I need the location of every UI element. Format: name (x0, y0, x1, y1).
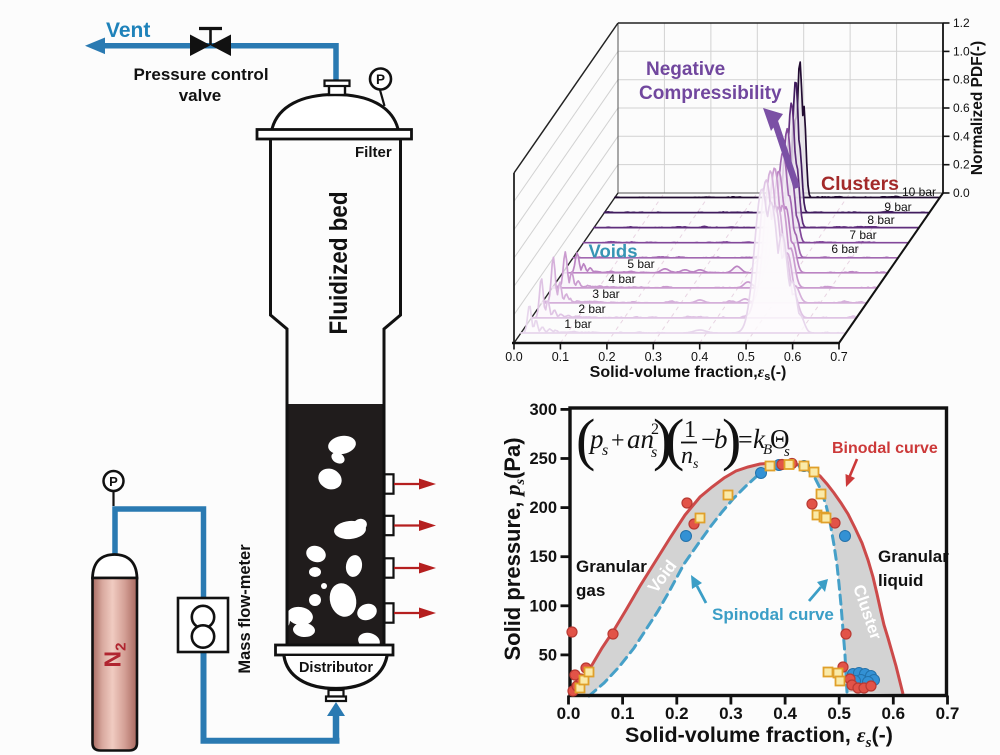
svg-text:n: n (681, 443, 693, 469)
svg-text:=: = (738, 425, 753, 454)
svg-text:0.6: 0.6 (784, 350, 801, 364)
svg-text:): ) (722, 407, 741, 472)
svg-text:1 bar: 1 bar (564, 317, 591, 331)
svg-text:3 bar: 3 bar (592, 287, 619, 301)
svg-text:(: ( (665, 407, 684, 472)
svg-text:1.2: 1.2 (953, 16, 970, 30)
svg-text:0.0: 0.0 (557, 704, 581, 723)
svg-text:p: p (588, 424, 604, 454)
svg-text:s: s (602, 442, 608, 459)
svg-text:Negative: Negative (646, 59, 725, 80)
svg-text:k: k (753, 424, 766, 454)
svg-text:6 bar: 6 bar (831, 242, 858, 256)
svg-text:2: 2 (651, 421, 659, 438)
svg-text:Binodal curve: Binodal curve (832, 440, 938, 457)
svg-text:300: 300 (529, 401, 557, 419)
svg-text:(: ( (576, 407, 595, 472)
svg-text:valve: valve (179, 86, 222, 105)
svg-text:Θ: Θ (770, 424, 790, 454)
svg-text:0.7: 0.7 (830, 350, 847, 364)
svg-text:7 bar: 7 bar (849, 228, 876, 242)
svg-text:Filter: Filter (355, 144, 392, 161)
svg-text:Vent: Vent (106, 19, 150, 42)
svg-text:P: P (376, 72, 385, 87)
svg-text:an: an (627, 424, 654, 454)
svg-text:1: 1 (684, 417, 696, 443)
svg-text:0.5: 0.5 (737, 350, 754, 364)
svg-text:Solid pressure, ps(Pa): Solid pressure, ps(Pa) (500, 437, 528, 660)
svg-text:0.1: 0.1 (611, 704, 635, 723)
svg-text:Mass flow-meter: Mass flow-meter (236, 544, 254, 674)
svg-text:0.2: 0.2 (665, 704, 689, 723)
svg-text:s: s (651, 444, 657, 461)
svg-text:1.0: 1.0 (953, 44, 970, 58)
svg-text:): ) (653, 407, 672, 472)
svg-text:Spinodal curve: Spinodal curve (712, 605, 834, 624)
svg-text:0.8: 0.8 (953, 73, 970, 87)
svg-text:Compressibility: Compressibility (639, 83, 782, 104)
svg-text:Granular: Granular (878, 547, 949, 566)
svg-text:8 bar: 8 bar (867, 213, 894, 227)
svg-text:200: 200 (529, 499, 557, 517)
svg-text:250: 250 (529, 450, 557, 468)
svg-text:0.1: 0.1 (552, 350, 569, 364)
svg-text:100: 100 (529, 597, 557, 615)
svg-text:0.7: 0.7 (936, 704, 960, 723)
svg-text:s: s (693, 457, 699, 472)
svg-text:9 bar: 9 bar (884, 200, 911, 214)
svg-text:0.3: 0.3 (645, 350, 662, 364)
svg-text:0.5: 0.5 (827, 704, 851, 723)
svg-text:50: 50 (539, 646, 557, 664)
svg-text:b: b (714, 424, 728, 454)
svg-text:2 bar: 2 bar (578, 302, 605, 316)
svg-text:0.4: 0.4 (953, 129, 970, 143)
svg-text:B: B (763, 442, 772, 458)
svg-text:0.6: 0.6 (953, 101, 970, 115)
svg-text:0.6: 0.6 (881, 704, 905, 723)
svg-text:Distributor: Distributor (299, 660, 373, 676)
svg-text:s: s (784, 444, 790, 460)
svg-text:0.2: 0.2 (598, 350, 615, 364)
svg-text:0.2: 0.2 (953, 158, 970, 172)
svg-text:liquid: liquid (878, 571, 923, 590)
svg-text:Voids: Voids (589, 241, 638, 262)
svg-text:0.0: 0.0 (505, 350, 522, 364)
svg-text:Clusters: Clusters (821, 173, 899, 195)
svg-text:0.4: 0.4 (773, 704, 797, 723)
svg-text:Granular: Granular (576, 557, 647, 576)
svg-text:−: − (701, 425, 716, 454)
svg-text:Solid-volume fraction, εs(-): Solid-volume fraction, εs(-) (625, 723, 893, 751)
svg-text:Solid-volume fraction,εs(-): Solid-volume fraction,εs(-) (590, 364, 787, 383)
svg-text:Fluidized bed: Fluidized bed (325, 192, 353, 335)
svg-text:5 bar: 5 bar (627, 257, 654, 271)
svg-text:Normalized PDF(-): Normalized PDF(-) (969, 41, 986, 175)
svg-text:0.3: 0.3 (719, 704, 743, 723)
svg-text:P: P (109, 474, 118, 489)
svg-text:Pressure control: Pressure control (133, 65, 268, 84)
svg-text:4 bar: 4 bar (608, 272, 635, 286)
svg-text:150: 150 (529, 548, 557, 566)
svg-text:0.4: 0.4 (691, 350, 708, 364)
svg-text:+: + (611, 428, 625, 454)
svg-text:10 bar: 10 bar (902, 185, 936, 199)
svg-text:gas: gas (576, 581, 605, 600)
svg-text:0.0: 0.0 (953, 186, 970, 200)
